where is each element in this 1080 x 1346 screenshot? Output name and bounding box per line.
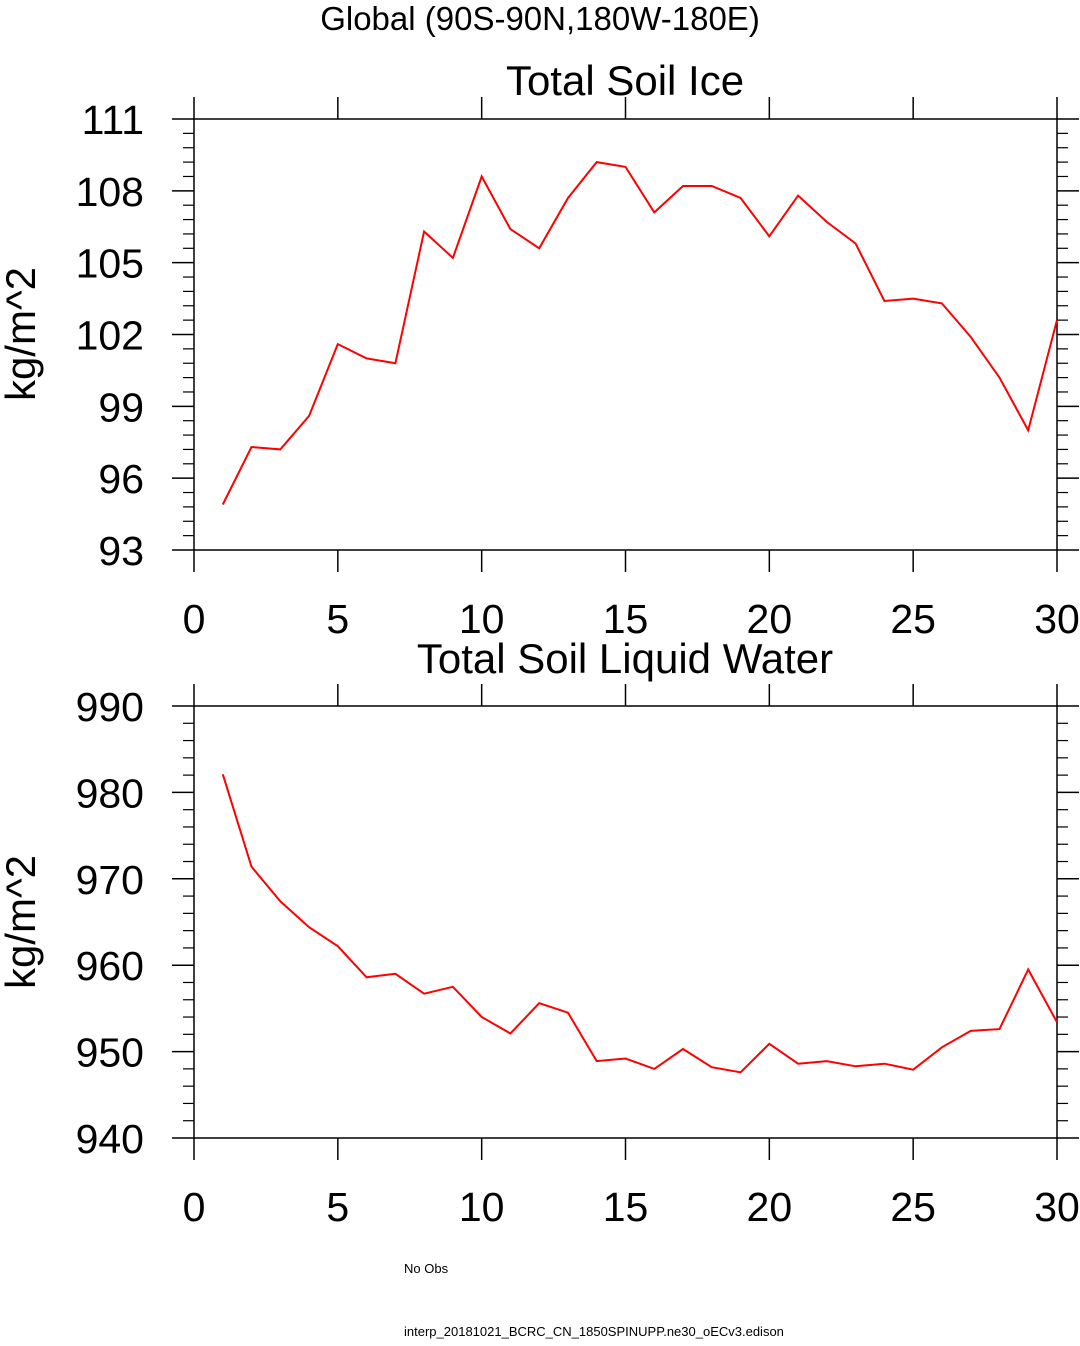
panel-1-chart-title: Total Soil Ice (506, 57, 744, 104)
panel-1-y-tick-label: 105 (76, 241, 144, 287)
panel-1-x-tick-label: 0 (183, 596, 206, 642)
panel-1-y-tick-label: 102 (76, 313, 144, 359)
panel-1-x-tick-label: 15 (603, 596, 649, 642)
legend-label: No Obs (404, 1261, 449, 1276)
panel-2-x-tick-label: 10 (459, 1184, 505, 1230)
panel-1-x-tick-label: 5 (326, 596, 349, 642)
panel-1-y-tick-label: 108 (76, 169, 144, 215)
panel-2-y-tick-label: 940 (76, 1116, 144, 1162)
panel-2-y-axis-label: kg/m^2 (0, 855, 44, 989)
panel-2-x-tick-label: 0 (183, 1184, 206, 1230)
panel-2-x-tick-label: 25 (890, 1184, 936, 1230)
page-title: Global (90S-90N,180W-180E) (320, 0, 760, 37)
panel-2-y-tick-label: 950 (76, 1030, 144, 1076)
legend-item-no-obs: No Obs (260, 1261, 448, 1276)
panel-1-y-tick-label: 99 (98, 384, 144, 430)
panel-1-y-tick-label: 111 (82, 97, 144, 143)
panel-1-plot-frame (193, 118, 1058, 551)
panel-2-y-tick-label: 970 (76, 857, 144, 903)
panel-1-y-tick-label: 96 (98, 456, 144, 502)
panel-2-x-tick-label: 5 (326, 1184, 349, 1230)
panel-1-y-tick-label: 93 (98, 528, 144, 574)
panel-2-chart-title: Total Soil Liquid Water (417, 635, 833, 682)
panel-1-x-tick-label: 10 (459, 596, 505, 642)
panel-2-plot-frame (193, 705, 1058, 1139)
panel-2-y-tick-label: 960 (76, 943, 144, 989)
panel-2-x-tick-label: 30 (1034, 1184, 1080, 1230)
legend-item-model: interp_20181021_BCRC_CN_1850SPINUPP.ne30… (260, 1324, 784, 1339)
panel-1-x-tick-label: 25 (890, 596, 936, 642)
panel-1-x-tick-label: 30 (1034, 596, 1080, 642)
panel-1-x-tick-label: 20 (747, 596, 793, 642)
legend-label: interp_20181021_BCRC_CN_1850SPINUPP.ne30… (404, 1324, 784, 1339)
panel-2-x-tick-label: 15 (603, 1184, 649, 1230)
panel-2-y-tick-label: 990 (76, 684, 144, 730)
panel-2-y-tick-label: 980 (76, 770, 144, 816)
panel-1-y-axis-label: kg/m^2 (0, 267, 44, 401)
panel-2-series-line (221, 774, 1058, 1074)
panel-1-series-line (221, 161, 1058, 505)
panel-2-x-tick-label: 20 (747, 1184, 793, 1230)
